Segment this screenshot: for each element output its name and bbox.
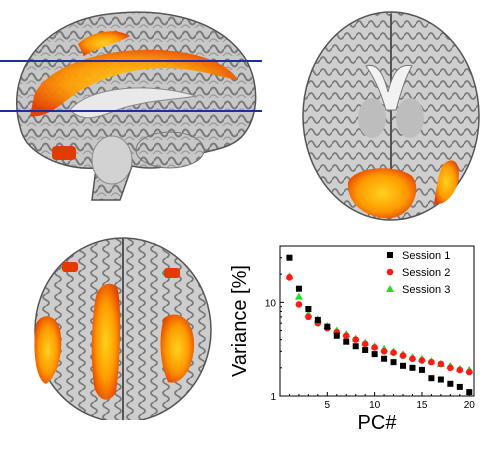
x-tick-label: 5 [325, 400, 331, 411]
legend-label: Session 3 [402, 284, 450, 296]
point-session-1 [447, 380, 454, 387]
point-session-2 [286, 274, 293, 281]
point-session-2 [342, 332, 350, 340]
point-session-1 [362, 346, 369, 353]
axial-brain-slice-top-right [302, 11, 480, 221]
point-session-2 [465, 368, 473, 376]
brainstem [91, 135, 133, 185]
point-session-2 [428, 358, 435, 366]
point-session-2 [437, 360, 445, 368]
medial-activation [91, 283, 121, 400]
frontal-activation [78, 31, 130, 56]
legend-label: Session 1 [402, 250, 450, 262]
point-session-2 [418, 357, 426, 364]
point-session-2 [390, 349, 397, 357]
frontal-spot-left [62, 262, 78, 272]
point-session-1 [324, 323, 331, 330]
x-axis-label: PC# [358, 412, 398, 432]
cingulate-activation [30, 49, 238, 117]
thalamus-right [396, 98, 424, 138]
point-session-2 [371, 344, 378, 351]
point-session-2 [409, 355, 416, 363]
point-session-1 [314, 316, 321, 323]
point-session-2 [361, 340, 369, 348]
y-axis-label: Variance [%] [229, 265, 251, 377]
legend-marker-session-1 [387, 252, 393, 258]
cerebellum [135, 131, 205, 169]
axial-brain-slice-bottom-left [34, 237, 212, 420]
point-session-2 [295, 301, 303, 308]
legend-marker-session-2 [386, 268, 394, 276]
ventricles [365, 64, 413, 111]
point-session-1 [428, 375, 435, 382]
figure-caption [8, 430, 492, 452]
occipital-activation [347, 168, 417, 219]
point-session-1 [305, 305, 312, 312]
plot-frame [279, 245, 475, 397]
left-parietal-activation [34, 316, 62, 384]
cerebellar-activation [52, 146, 76, 160]
legend-label: Session 2 [402, 267, 450, 279]
point-session-1 [295, 285, 302, 292]
point-session-2 [447, 364, 454, 372]
y-tick-label: 1 [270, 392, 276, 403]
point-session-1 [286, 254, 293, 261]
sagittal-brain-slice [0, 11, 262, 201]
point-session-3 [294, 292, 303, 300]
point-session-2 [305, 313, 312, 321]
x-tick-label: 20 [464, 400, 476, 411]
point-session-1 [466, 389, 473, 396]
temporal-activation [434, 160, 459, 205]
x-tick-label: 15 [416, 400, 428, 411]
thalamus-left [358, 98, 386, 138]
point-session-2 [456, 366, 464, 374]
point-session-1 [352, 343, 359, 350]
point-session-1 [343, 338, 350, 345]
y-tick-label: 10 [265, 298, 277, 309]
point-session-2 [399, 352, 407, 359]
point-session-1 [409, 364, 416, 371]
point-session-1 [381, 355, 388, 362]
point-session-2 [352, 336, 360, 343]
right-parietal-activation [160, 314, 194, 383]
point-session-1 [418, 366, 425, 373]
point-session-2 [380, 348, 388, 355]
point-session-1 [333, 332, 340, 339]
legend-marker-session-3 [386, 285, 394, 292]
point-session-1 [400, 362, 407, 369]
point-session-1 [390, 359, 397, 366]
point-session-1 [437, 376, 444, 383]
x-tick-label: 10 [369, 400, 381, 411]
point-session-1 [456, 383, 463, 390]
frontal-spot-right [164, 268, 180, 278]
point-session-1 [371, 351, 378, 358]
